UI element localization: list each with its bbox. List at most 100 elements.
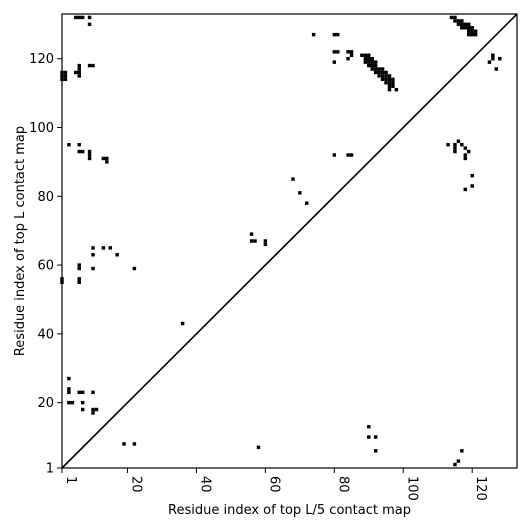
x-tick-label: 40 [197, 476, 212, 493]
contact-cell-lower [373, 435, 378, 439]
contact-cell-upper [391, 81, 395, 85]
contact-cell-upper [77, 67, 81, 71]
contact-cell-lower [460, 449, 464, 453]
contact-cell-upper [387, 77, 392, 82]
contact-cell-upper [332, 60, 337, 64]
contact-cell-lower [453, 462, 457, 467]
contact-cell-lower [367, 425, 371, 429]
contact-cell-upper [115, 253, 119, 257]
contact-cell-upper [77, 266, 81, 271]
contact-cell-upper [370, 60, 374, 64]
contact-cell-upper [253, 239, 257, 243]
contact-cell-upper [87, 22, 92, 27]
contact-cell-upper [463, 187, 468, 192]
contact-cell-lower [80, 407, 85, 412]
contact-cell-lower [70, 400, 75, 405]
contact-cell-upper [377, 70, 381, 75]
contact-cell-upper [487, 60, 492, 64]
contact-cell-upper [349, 153, 354, 157]
contact-cell-upper [463, 156, 468, 161]
contact-cell-lower [67, 400, 71, 405]
contact-cell-upper [373, 70, 378, 75]
contact-cell-upper [367, 63, 371, 68]
contact-cell-upper [377, 67, 381, 71]
y-tick-label: 100 [29, 121, 54, 136]
contact-cell-upper [463, 146, 468, 150]
y-tick-label: 80 [37, 190, 54, 205]
contact-cell-upper [105, 156, 109, 161]
contact-cell-lower [80, 400, 85, 405]
contact-cell-upper [360, 53, 364, 57]
contact-cell-upper [332, 153, 337, 157]
contact-cell-upper [77, 263, 81, 267]
contact-cell-upper [263, 242, 268, 247]
contact-cell-lower [122, 442, 126, 446]
contact-cell-upper [77, 70, 81, 75]
contact-cell-upper [470, 184, 474, 188]
contact-cell-upper [391, 84, 395, 88]
contact-cell-upper [101, 156, 106, 161]
contact-cell-upper [332, 50, 337, 54]
x-tick-label: 120 [473, 476, 488, 501]
contact-cell-upper [74, 15, 78, 20]
contact-cell-upper [77, 63, 81, 68]
contact-cell-lower [373, 449, 378, 453]
contact-cell-upper [453, 146, 457, 150]
contact-cell-lower [94, 407, 99, 412]
contact-cell-upper [373, 60, 378, 64]
x-tick-label: 80 [335, 476, 350, 493]
contact-cell-upper [77, 277, 81, 281]
contact-cell-upper [370, 56, 374, 61]
contact-cell-lower [91, 390, 95, 395]
contact-cell-upper [346, 50, 350, 54]
contact-cell-upper [380, 77, 385, 82]
contact-cell-lower [67, 387, 71, 391]
contact-cell-upper [336, 50, 340, 54]
contact-cell-upper [91, 266, 95, 271]
contact-cell-upper [87, 149, 92, 154]
contact-cell-upper [453, 142, 457, 147]
contact-cell-upper [63, 77, 68, 82]
x-tick-label: 20 [128, 476, 143, 493]
contact-cell-upper [370, 63, 374, 68]
contact-cell-upper [463, 26, 468, 30]
contact-cell-upper [367, 56, 371, 61]
contact-cell-upper [367, 60, 371, 64]
contact-cell-upper [367, 53, 371, 57]
contact-cell-upper [249, 239, 254, 243]
contact-cell-upper [298, 191, 302, 195]
contact-cell-lower [456, 459, 461, 463]
contact-cell-upper [80, 15, 85, 20]
contact-cell-upper [446, 142, 450, 147]
contact-cell-upper [498, 56, 502, 61]
contact-cell-lower [91, 407, 95, 412]
contact-cells [60, 15, 502, 467]
contact-cell-upper [311, 32, 316, 37]
contact-cell-upper [132, 266, 137, 271]
contact-cell-upper [470, 32, 474, 37]
contact-cell-upper [456, 22, 461, 27]
contact-cell-lower [67, 390, 71, 395]
contact-cell-upper [387, 84, 392, 88]
contact-cell-upper [63, 70, 68, 75]
contact-cell-lower [80, 390, 85, 395]
contact-cell-upper [387, 87, 392, 92]
contact-cell-upper [91, 253, 95, 257]
contact-cell-upper [180, 321, 185, 326]
contact-cell-upper [363, 53, 368, 57]
contact-cell-upper [80, 149, 85, 154]
contact-cell-upper [349, 50, 354, 54]
y-axis-label: Residue index of top L contact map [13, 126, 28, 356]
contact-cell-lower [91, 411, 95, 415]
contact-cell-upper [332, 32, 337, 37]
contact-cell-upper [467, 29, 471, 33]
contact-cell-upper [87, 156, 92, 161]
contact-cell-upper [363, 60, 368, 64]
contact-cell-upper [380, 74, 385, 78]
y-tick-label: 60 [37, 259, 54, 274]
contact-cell-upper [373, 63, 378, 68]
contact-cell-upper [387, 81, 392, 85]
contact-cell-upper [460, 26, 464, 30]
